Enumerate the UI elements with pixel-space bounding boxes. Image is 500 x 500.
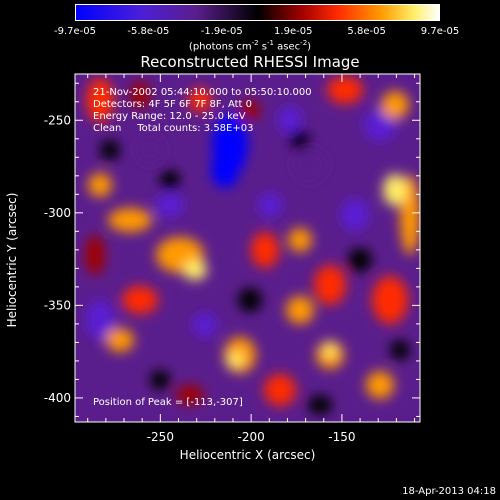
heatmap-blob (183, 260, 207, 280)
heatmap-blob (122, 286, 158, 314)
heatmap-blob (238, 288, 262, 312)
colorbar-tick-label: -9.7e-05 (54, 26, 96, 37)
colorbar (75, 4, 440, 21)
y-tick-label: -300 (44, 206, 71, 220)
x-axis-label: Heliocentric X (arcsec) (179, 448, 316, 462)
colorbar-tick-label: 9.7e-05 (420, 26, 460, 37)
heatmap-blob (211, 152, 239, 188)
heatmap-blob (292, 147, 328, 183)
annotation-energy-range: Energy Range: 12.0 - 25.0 keV (93, 111, 246, 122)
heatmap-blob (290, 130, 310, 150)
y-tick-label: -350 (44, 298, 71, 312)
heatmap-blob (372, 276, 408, 324)
heatmap-blob (85, 235, 105, 275)
heatmap-blob (135, 135, 165, 165)
y-tick-label: -250 (44, 113, 71, 127)
plot-axes: -250 -200 -150 -250 -300 -350 -400 (44, 74, 420, 444)
x-tick-label: -250 (147, 430, 174, 444)
heatmap-blob (327, 76, 363, 104)
annotation-time-range: 21-Nov-2002 05:44:10.000 to 05:50:10.000 (93, 87, 312, 98)
heatmap-blob (240, 100, 260, 120)
heatmap-blob (251, 232, 279, 268)
heatmap-blob (160, 170, 180, 190)
heatmap-blob (227, 352, 243, 368)
chart-title: Reconstructed RHESSI Image (140, 53, 360, 71)
y-axis-label: Heliocentric Y (arcsec) (5, 192, 19, 328)
heatmap-blob (348, 248, 372, 272)
annotation-clean-total-counts: Clean Total counts: 3.58E+03 (93, 123, 254, 134)
heatmap-blob (288, 228, 312, 252)
annotation-detectors: Detectors: 4F 5F 6F 7F 8F, Att 0 (93, 99, 253, 110)
y-tick-label: -400 (44, 391, 71, 405)
heatmap-blob (176, 385, 204, 405)
heatmap-blob (278, 106, 302, 134)
heatmap-blob (130, 81, 150, 109)
heatmap-blob (106, 328, 134, 352)
heatmap-blob (188, 88, 212, 112)
colorbar-tick-label: 5.8e-05 (347, 26, 386, 37)
heatmap-blob (150, 370, 170, 390)
heatmap-blob (88, 173, 112, 197)
render-timestamp: 18-Apr-2013 04:18 (402, 486, 496, 497)
heatmap-blob (100, 140, 120, 160)
heatmap-blob (390, 340, 410, 360)
heatmap-blob (286, 296, 314, 324)
heatmap-blob (323, 343, 337, 357)
heatmap-blob (86, 78, 114, 122)
heatmap-blob (258, 193, 282, 217)
x-tick-label: -200 (238, 430, 265, 444)
heatmap-blob (341, 199, 369, 231)
heatmap-blob (193, 313, 217, 337)
heatmap-blob (264, 374, 296, 406)
x-tick-label: -150 (328, 430, 355, 444)
heatmap-blob (86, 300, 114, 340)
heatmap-blob (383, 174, 407, 206)
colorbar-tick-label: -1.9e-05 (200, 26, 243, 37)
heatmap-blob (314, 265, 346, 305)
heatmap-blob (366, 371, 394, 399)
colorbar-tick-label: -5.8e-05 (127, 26, 170, 37)
colorbar-tick-label: 1.9e-05 (274, 26, 313, 37)
plot-frame (74, 73, 421, 423)
heatmap-blob (108, 208, 152, 232)
colorbar-units: (photons cm-2 s-1 asec-2) (188, 39, 312, 53)
heatmap-blobs (85, 76, 420, 415)
heatmap-blob (381, 91, 409, 119)
annotation-peak-position: Position of Peak = [-113,-307] (93, 397, 243, 408)
heatmap-blob (156, 193, 184, 217)
heatmap-blob (308, 395, 332, 415)
